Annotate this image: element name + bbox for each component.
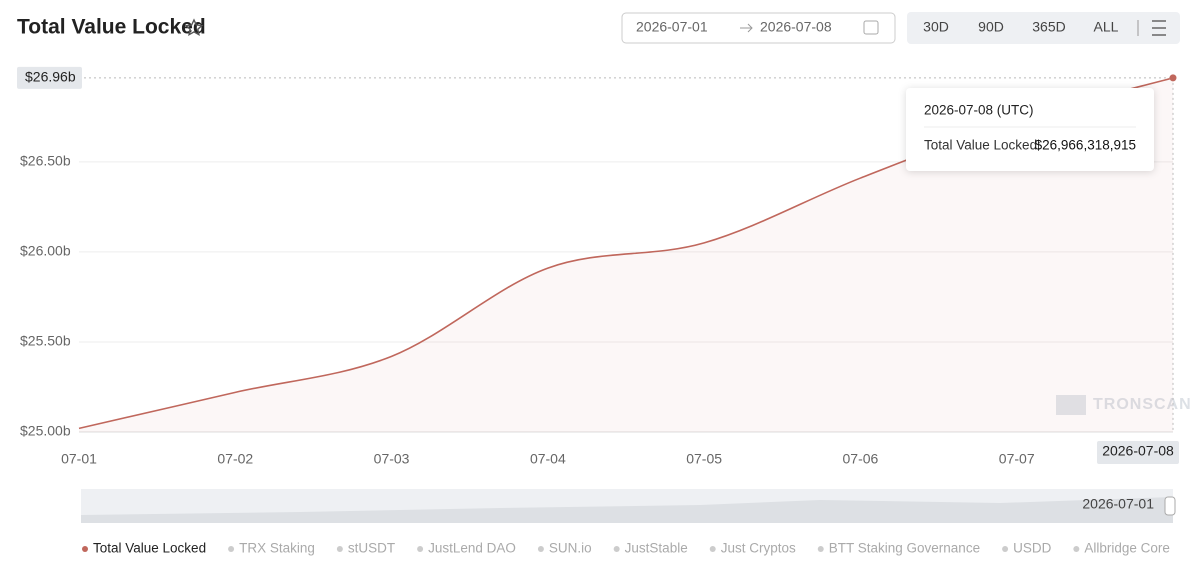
range-button[interactable]: ALL: [1094, 19, 1119, 35]
legend-item[interactable]: Total Value Locked: [93, 541, 206, 556]
legend-dot: [82, 546, 88, 552]
tooltip-label: Total Value Locked:: [924, 138, 1041, 153]
menu-icon[interactable]: [1152, 20, 1166, 36]
legend-dot: [537, 546, 544, 552]
legend-dot: [228, 546, 235, 552]
legend-item[interactable]: JustLend DAO: [428, 541, 516, 556]
favorite-icon[interactable]: [184, 18, 204, 36]
legend-item[interactable]: Allbridge Core: [1084, 541, 1170, 556]
legend-dot: [1002, 546, 1009, 552]
legend-dot: [709, 546, 716, 552]
legend-dot: [1073, 546, 1080, 552]
y-tick-label: $26.00b: [20, 243, 71, 259]
area: [79, 77, 1173, 432]
date-from[interactable]: 2026-07-01: [636, 19, 708, 35]
x-tick-label: 07-01: [61, 451, 97, 467]
watermark-logo: [1056, 395, 1086, 415]
date-range[interactable]: [621, 12, 896, 44]
legend-dot: [336, 546, 343, 552]
range-bar: [907, 12, 1180, 44]
legend-item[interactable]: BTT Staking Governance: [829, 541, 980, 556]
y-tick-label: $25.00b: [20, 423, 71, 439]
cursor-y-label: $26.96b: [25, 69, 76, 85]
x-tick-label: 07-05: [686, 451, 722, 467]
tooltip: [906, 88, 1154, 171]
cursor-x-box: [1097, 441, 1179, 464]
range-button[interactable]: 365D: [1032, 19, 1065, 35]
legend-dot: [417, 546, 424, 552]
legend-item[interactable]: JustStable: [625, 541, 688, 556]
legend-dot: [817, 546, 824, 552]
legend-item[interactable]: Just Cryptos: [721, 541, 796, 556]
zoom-preview: [81, 497, 1173, 523]
cursor-x-label: 2026-07-08: [1102, 443, 1174, 459]
x-tick-label: 07-03: [374, 451, 410, 467]
watermark: TRONSCAN: [1093, 396, 1192, 413]
date-to[interactable]: 2026-07-08: [760, 19, 832, 35]
legend-dot: [613, 546, 620, 552]
tooltip-title: 2026-07-08 (UTC): [924, 103, 1034, 118]
point: [1169, 74, 1177, 82]
legend-item[interactable]: stUSDT: [348, 541, 395, 556]
x-tick-label: 07-06: [843, 451, 879, 467]
y-tick-label: $26.50b: [20, 153, 71, 169]
zoom-handle[interactable]: [1164, 496, 1176, 516]
zoom-label: 2026-07-01: [1082, 496, 1154, 512]
chart-title: Total Value Locked: [17, 16, 206, 39]
x-tick-label: 07-02: [217, 451, 253, 467]
cursor-y-box: [17, 66, 82, 89]
legend-item[interactable]: TRX Staking: [239, 541, 315, 556]
x-tick-label: 07-04: [530, 451, 566, 467]
calendar-icon: [863, 20, 879, 35]
tooltip-value: $26,966,318,915: [1035, 138, 1136, 153]
range-button[interactable]: 90D: [978, 19, 1004, 35]
y-tick-label: $25.50b: [20, 333, 71, 349]
range-button[interactable]: 30D: [923, 19, 949, 35]
x-tick-label: 07-07: [999, 451, 1035, 467]
legend-item[interactable]: USDD: [1013, 541, 1052, 556]
legend-item[interactable]: SUN.io: [549, 541, 592, 556]
arrow: [740, 23, 753, 33]
